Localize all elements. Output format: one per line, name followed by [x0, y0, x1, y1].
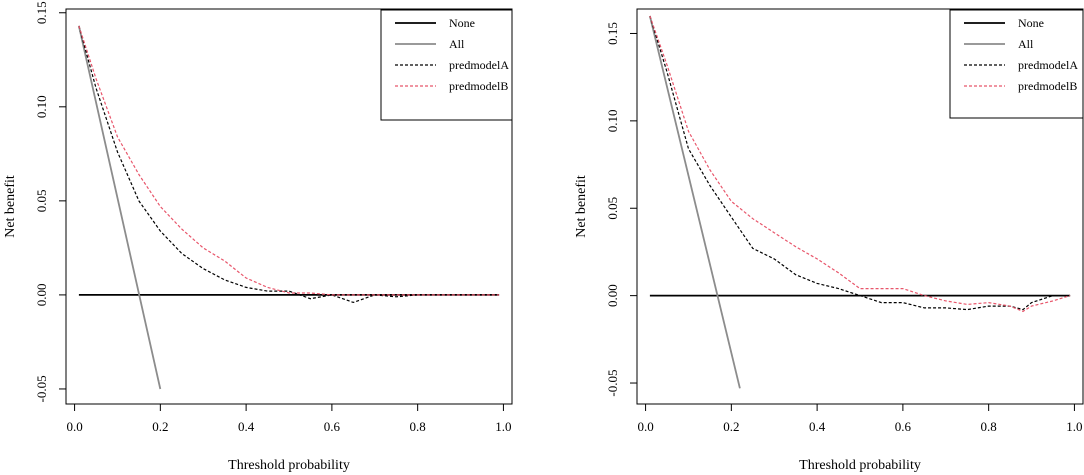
series-line-predmodelb: [78, 25, 500, 296]
y-axis-title: Net benefit: [574, 175, 589, 238]
y-tick-label: 0.10: [605, 109, 620, 132]
legend-label-none: None: [449, 16, 475, 30]
legend-label-all: All: [449, 37, 465, 51]
y-axis-title: Net benefit: [3, 175, 18, 238]
x-tick-label: 0.2: [152, 419, 168, 434]
plot-frame: [636, 8, 1084, 405]
y-tick-label: 0.05: [34, 189, 49, 212]
legend-label-all: All: [1018, 37, 1034, 51]
x-tick-label: 0.0: [66, 419, 82, 434]
y-tick-label: -0.05: [34, 375, 49, 402]
x-tick-label: 0.8: [981, 419, 997, 434]
legend: None All predmodelA predmodelB: [949, 9, 1084, 119]
plot-frame: [65, 8, 513, 405]
x-tick-label: 0.8: [410, 419, 426, 434]
x-tick-label: 0.4: [809, 419, 826, 434]
legend-box: [949, 9, 1084, 119]
series-line-predmodelb: [649, 15, 1071, 313]
x-tick-label: 1.0: [1066, 419, 1082, 434]
x-tick-label: 0.0: [637, 419, 653, 434]
x-axis-title: Threshold probability: [228, 458, 350, 473]
legend-label-predmodela: predmodelA: [1018, 58, 1078, 72]
series-line-all: [649, 15, 741, 389]
x-tick-label: 0.4: [238, 419, 255, 434]
legend-label-predmodela: predmodelA: [449, 58, 509, 72]
series-line-predmodela: [649, 15, 1071, 311]
y-tick-label: 0.05: [605, 197, 620, 220]
y-tick-label: 0.15: [34, 1, 49, 24]
legend-label-predmodelb: predmodelB: [449, 79, 508, 93]
y-tick-label: 0.00: [34, 284, 49, 307]
x-tick-label: 1.0: [495, 419, 511, 434]
legend-label-none: None: [1018, 16, 1044, 30]
x-axis-title: Threshold probability: [799, 458, 921, 473]
chart-panel-2: 0.0 0.2 0.4 0.6 0.8 1.0 -0.05 0.00 0.05 0.10 0.15 T…: [574, 8, 1084, 473]
y-tick-label: -0.05: [605, 369, 620, 396]
x-tick-label: 0.6: [895, 419, 912, 434]
legend-label-predmodelb: predmodelB: [1018, 79, 1077, 93]
x-tick-label: 0.2: [723, 419, 739, 434]
y-tick-label: 0.15: [605, 22, 620, 45]
x-tick-label: 0.6: [324, 419, 341, 434]
series-line-all: [78, 25, 162, 390]
chart-panel-1: 0.0 0.2 0.4 0.6 0.8 1.0 -0.05 0.00 0.05 0.10 0.15 T…: [3, 1, 513, 473]
y-tick-label: 0.10: [34, 95, 49, 118]
legend: None All predmodelA predmodelB: [380, 9, 513, 121]
y-tick-label: 0.00: [605, 284, 620, 307]
